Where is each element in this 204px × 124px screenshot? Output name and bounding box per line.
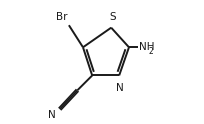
Text: Br: Br [56, 12, 68, 22]
Text: N: N [49, 110, 56, 120]
Text: NH: NH [139, 42, 154, 52]
Text: S: S [110, 12, 116, 22]
Text: 2: 2 [148, 47, 153, 56]
Text: N: N [116, 83, 124, 93]
